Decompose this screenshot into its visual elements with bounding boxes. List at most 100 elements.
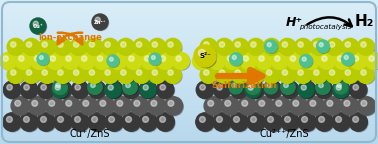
Circle shape <box>200 66 217 83</box>
Circle shape <box>276 100 282 106</box>
Circle shape <box>232 38 249 55</box>
Circle shape <box>139 113 157 131</box>
Circle shape <box>282 114 300 132</box>
Circle shape <box>124 81 138 95</box>
Bar <box>0 48 378 49</box>
Bar <box>0 62 378 63</box>
Bar <box>0 21 378 22</box>
Circle shape <box>312 40 328 56</box>
Circle shape <box>136 70 142 75</box>
Circle shape <box>217 85 222 90</box>
Circle shape <box>11 70 16 75</box>
Bar <box>0 73 378 74</box>
Text: Cu⁺/ZnS: Cu⁺/ZnS <box>70 129 110 139</box>
Text: photocatalysis: photocatalysis <box>299 24 351 30</box>
Circle shape <box>5 114 22 132</box>
Circle shape <box>299 114 317 132</box>
Circle shape <box>113 56 118 61</box>
Circle shape <box>322 56 327 61</box>
Circle shape <box>176 56 181 61</box>
Circle shape <box>57 116 64 122</box>
Text: Cu⁺: Cu⁺ <box>33 23 43 29</box>
Circle shape <box>89 70 94 75</box>
Circle shape <box>335 54 352 70</box>
Circle shape <box>216 66 233 83</box>
Circle shape <box>264 81 282 98</box>
Circle shape <box>235 70 240 75</box>
Bar <box>0 124 378 125</box>
Circle shape <box>83 100 89 106</box>
Bar <box>0 41 378 42</box>
Circle shape <box>225 54 242 70</box>
Bar <box>0 101 378 102</box>
Bar <box>0 136 378 137</box>
Circle shape <box>200 116 205 122</box>
Circle shape <box>302 85 307 90</box>
Circle shape <box>29 98 47 116</box>
Circle shape <box>133 38 150 55</box>
Circle shape <box>119 68 135 84</box>
Circle shape <box>108 116 115 122</box>
Circle shape <box>54 38 71 55</box>
Bar <box>0 115 378 116</box>
Bar <box>0 143 378 144</box>
Circle shape <box>103 68 119 84</box>
Circle shape <box>217 116 222 122</box>
Circle shape <box>320 54 336 70</box>
Circle shape <box>56 83 60 88</box>
Text: Zn²⁺: Zn²⁺ <box>94 19 106 24</box>
Circle shape <box>247 66 264 83</box>
Circle shape <box>246 80 260 94</box>
Circle shape <box>223 98 240 116</box>
Circle shape <box>317 83 333 99</box>
Circle shape <box>129 56 134 61</box>
Circle shape <box>290 56 296 61</box>
Bar <box>0 69 378 70</box>
Circle shape <box>33 54 48 70</box>
Circle shape <box>56 68 72 84</box>
Bar <box>0 83 378 84</box>
Circle shape <box>247 113 265 131</box>
Circle shape <box>266 70 272 75</box>
Circle shape <box>293 100 299 106</box>
Circle shape <box>70 66 87 83</box>
Bar <box>0 134 378 135</box>
Circle shape <box>233 40 249 56</box>
Circle shape <box>54 81 72 98</box>
Circle shape <box>232 66 249 83</box>
Circle shape <box>15 100 21 106</box>
Circle shape <box>135 68 150 84</box>
Circle shape <box>327 40 344 56</box>
Circle shape <box>323 97 342 115</box>
Circle shape <box>285 85 290 90</box>
Bar <box>0 131 378 132</box>
Bar <box>0 133 378 134</box>
Circle shape <box>315 81 333 98</box>
Bar <box>0 128 378 129</box>
Circle shape <box>326 38 343 55</box>
Circle shape <box>204 97 223 115</box>
Circle shape <box>168 42 173 47</box>
Bar <box>0 30 378 31</box>
Circle shape <box>125 116 132 122</box>
Circle shape <box>17 54 33 70</box>
Bar <box>0 107 378 108</box>
Circle shape <box>70 38 87 55</box>
Circle shape <box>58 42 63 47</box>
Circle shape <box>198 83 214 99</box>
Circle shape <box>102 38 118 55</box>
Circle shape <box>273 54 289 70</box>
Circle shape <box>89 42 94 47</box>
Bar <box>0 9 378 10</box>
Bar <box>0 86 378 87</box>
Bar <box>0 12 378 13</box>
Bar <box>0 58 378 59</box>
Circle shape <box>156 113 174 131</box>
Circle shape <box>231 54 243 66</box>
Circle shape <box>212 56 217 61</box>
Circle shape <box>144 56 150 61</box>
Circle shape <box>319 83 323 88</box>
Text: H₂: H₂ <box>354 15 374 30</box>
Circle shape <box>310 38 327 55</box>
Bar <box>0 84 378 85</box>
